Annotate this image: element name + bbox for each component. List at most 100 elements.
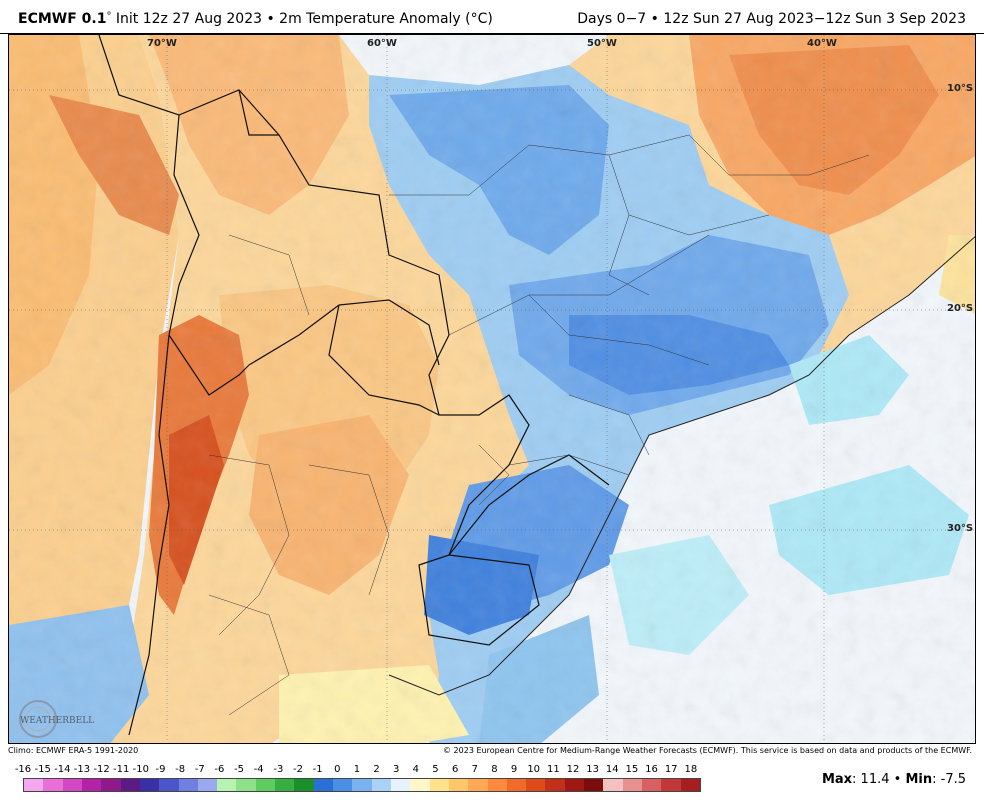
colorbar-swatch: [120, 779, 140, 791]
colorbar-tick-label: -8: [175, 764, 186, 775]
colorbar-tick-label: -4: [253, 764, 264, 775]
colorbar-tick-label: -5: [234, 764, 245, 775]
colorbar-swatch: [603, 779, 623, 791]
colorbar-tick-label: 16: [645, 764, 658, 775]
colorbar-swatch: [275, 779, 295, 791]
lon-label-60w: 60°W: [367, 38, 397, 49]
valid-period: Days 0−7 • 12z Sun 27 Aug 2023−12z Sun 3…: [577, 11, 966, 27]
colorbar-tick-label: -1: [312, 764, 323, 775]
graticule: [9, 35, 975, 743]
colorbar-tick-label: -7: [194, 764, 205, 775]
degree-sign: °: [106, 11, 112, 22]
min-value: : -7.5: [932, 772, 966, 787]
title-rest: Init 12z 27 Aug 2023 • 2m Temperature An…: [111, 11, 493, 27]
colorbar-swatch: [24, 779, 44, 791]
colorbar-swatch: [642, 779, 662, 791]
colorbar: [23, 778, 701, 792]
colorbar-tick-label: 3: [393, 764, 400, 775]
colorbar-tick-label: 15: [625, 764, 639, 775]
colorbar-tick-label: -3: [273, 764, 284, 775]
colorbar-swatch: [429, 779, 449, 791]
map-svg: [9, 35, 975, 743]
colorbar-tick-label: 11: [546, 764, 560, 775]
colorbar-swatch: [352, 779, 372, 791]
min-label: Min: [905, 772, 933, 787]
max-min-stats: Max: 11.4 • Min: -7.5: [822, 772, 966, 787]
colorbar-tick-label: 7: [471, 764, 478, 775]
lon-label-40w: 40°W: [807, 38, 837, 49]
colorbar-swatch: [217, 779, 237, 791]
colorbar-swatch: [313, 779, 333, 791]
colorbar-swatch: [159, 779, 179, 791]
colorbar-tick-label: -11: [113, 764, 130, 775]
colorbar-tick-label: -6: [214, 764, 225, 775]
colorbar-swatch: [43, 779, 63, 791]
max-label: Max: [821, 772, 853, 787]
colorbar-swatch: [178, 779, 198, 791]
climo-credit: Climo: ECMWF ERA-5 1991-2020: [8, 746, 139, 755]
colorbar-swatch: [564, 779, 585, 791]
colorbar-swatch: [410, 779, 430, 791]
svg-text:WEATHERBELL: WEATHERBELL: [20, 716, 94, 726]
colorbar-labels: -16 -15 -14 -13 -12 -11 -10 -9 -8 -7 -6 -5 -4 -3 -2 -1 0…: [15, 764, 710, 778]
colorbar-swatch: [506, 779, 527, 791]
colorbar-tick-label: -15: [34, 764, 51, 775]
colorbar-swatch: [139, 779, 160, 791]
colorbar-swatch: [294, 779, 314, 791]
colorbar-swatch: [371, 779, 391, 791]
colorbar-tick-label: 10: [527, 764, 541, 775]
colorbar-tick-label: 17: [664, 764, 678, 775]
colorbar-swatch: [255, 779, 276, 791]
map-title: ECMWF 0.1° Init 12z 27 Aug 2023 • 2m Tem…: [18, 11, 493, 27]
colorbar-tick-label: -9: [155, 764, 166, 775]
colorbar-tick-label: -14: [54, 764, 71, 775]
weatherbell-logo: WEATHERBELL: [14, 697, 104, 741]
country-borders: [98, 35, 610, 736]
colorbar-tick-label: 2: [373, 764, 380, 775]
coastline: [388, 236, 975, 696]
colorbar-swatch: [661, 779, 681, 791]
colorbar-swatch: [236, 779, 256, 791]
colorbar-tick-label: -10: [132, 764, 150, 775]
colorbar-tick-label: 18: [684, 764, 698, 775]
colorbar-tick-label: 1: [353, 764, 361, 775]
max-value: : 11.4 •: [852, 772, 902, 787]
colorbar-tick-label: -13: [73, 764, 91, 775]
colorbar-tick-label: 4: [412, 764, 420, 775]
colorbar-swatch: [526, 779, 546, 791]
lat-label-30s: 30°S: [947, 523, 974, 534]
model-name: ECMWF 0.1: [18, 11, 107, 27]
colorbar-tick-label: 14: [605, 764, 619, 775]
colorbar-tick-label: 9: [510, 764, 518, 775]
colorbar-tick-label: 0: [334, 764, 341, 775]
colorbar-swatch: [545, 779, 565, 791]
credits-row: Climo: ECMWF ERA-5 1991-2020 © 2023 Euro…: [8, 745, 976, 757]
colorbar-swatch: [101, 779, 121, 791]
colorbar-tick-label: 12: [566, 764, 580, 775]
ecmwf-credit: © 2023 European Centre for Medium-Range …: [443, 746, 972, 755]
colorbar-swatch: [333, 779, 353, 791]
colorbar-tick-label: -16: [14, 764, 32, 775]
state-borders: [208, 134, 870, 716]
colorbar-tick-label: 5: [432, 764, 439, 775]
colorbar-swatch: [468, 779, 488, 791]
anomaly-map: 70°W 60°W 50°W 40°W 10°S 20°S 30°S: [8, 34, 976, 744]
colorbar-swatch: [622, 779, 642, 791]
lat-label-20s: 20°S: [947, 303, 974, 314]
colorbar-swatch: [62, 779, 82, 791]
colorbar-swatch: [487, 779, 507, 791]
colorbar-swatch: [680, 779, 700, 791]
lon-label-50w: 50°W: [587, 38, 617, 49]
lat-label-10s: 10°S: [947, 83, 974, 94]
colorbar-swatch: [81, 779, 102, 791]
colorbar-tick-label: 8: [491, 764, 498, 775]
colorbar-tick-label: 13: [586, 764, 599, 775]
colorbar-tick-label: -12: [93, 764, 110, 775]
colorbar-tick-label: -2: [292, 764, 303, 775]
colorbar-swatch: [448, 779, 469, 791]
map-header: ECMWF 0.1° Init 12z 27 Aug 2023 • 2m Tem…: [0, 0, 984, 34]
colorbar-swatch: [390, 779, 411, 791]
colorbar-swatch: [197, 779, 218, 791]
colorbar-swatch: [584, 779, 604, 791]
colorbar-tick-label: 6: [451, 764, 459, 775]
